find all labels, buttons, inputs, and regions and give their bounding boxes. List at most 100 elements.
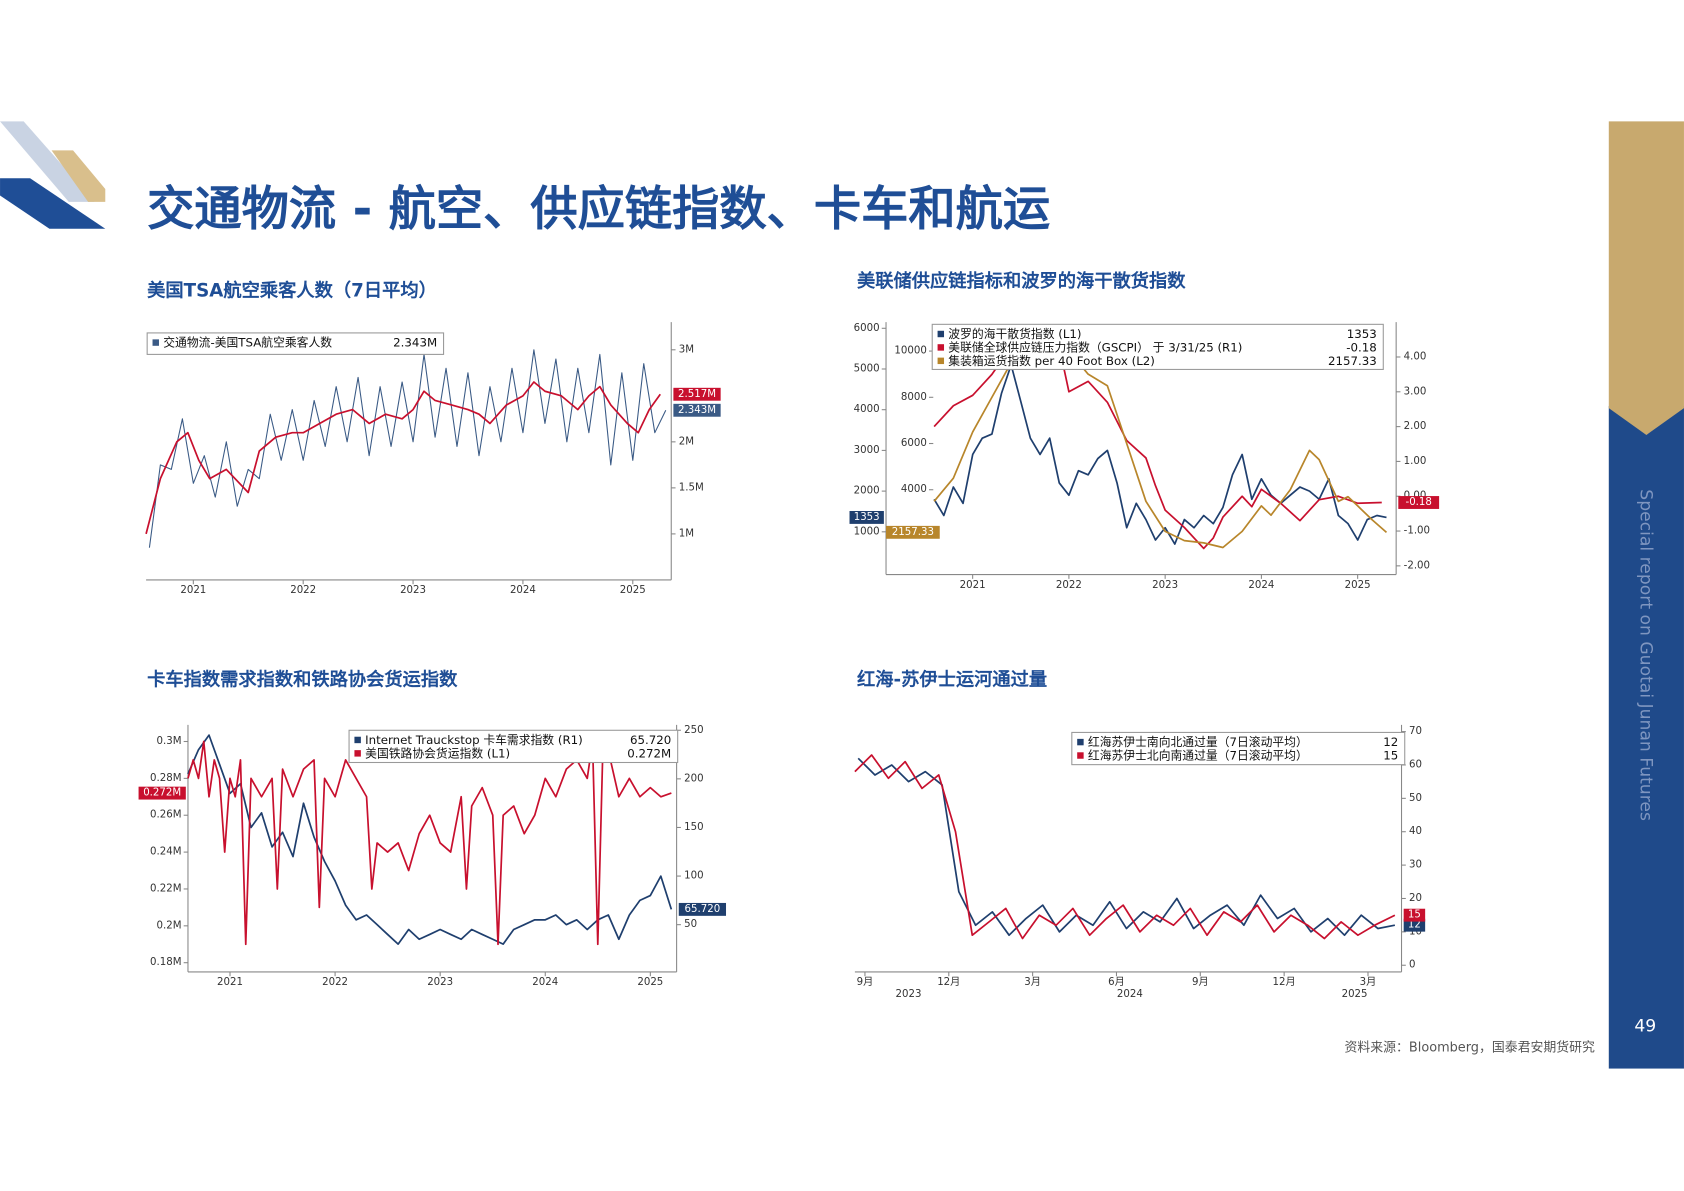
x-tick-label: 12月 xyxy=(937,976,960,988)
x-tick-label: 2025 xyxy=(620,585,646,596)
legend-label: 波罗的海干散货指数 (L1) xyxy=(948,327,1081,341)
source-note: 资料来源：Bloomberg，国泰君安期货研究 xyxy=(1345,1040,1595,1056)
y-tick-label: 2M xyxy=(679,436,694,447)
y-tick-label: 30 xyxy=(1409,860,1422,871)
x-year-label: 2024 xyxy=(1117,989,1143,1000)
value-tag-label: 65.720 xyxy=(685,904,721,915)
x-tick-label: 2021 xyxy=(217,977,243,988)
legend-marker xyxy=(937,330,945,338)
x-tick-label: 2024 xyxy=(510,585,536,596)
x-tick-label: 2021 xyxy=(960,580,986,591)
x-tick-label: 3月 xyxy=(1024,976,1041,988)
corner-stripe xyxy=(51,150,106,202)
y-tick-label: 4.00 xyxy=(1404,351,1427,362)
value-tag-label: 12 xyxy=(1408,920,1421,931)
value-tag-label: 0.272M xyxy=(143,788,181,799)
x-tick-label: 2023 xyxy=(400,585,426,596)
series-line xyxy=(148,349,667,548)
legend-marker xyxy=(354,750,361,757)
legend-value: 1353 xyxy=(1347,327,1377,341)
x-tick-label: 2025 xyxy=(1345,580,1371,591)
y-tick-label: 1.00 xyxy=(1404,456,1427,467)
value-tag xyxy=(1398,496,1440,509)
y-tick-label: 4000 xyxy=(901,484,927,495)
y-tick-label: 100 xyxy=(684,871,703,882)
value-tag xyxy=(849,511,884,524)
legend-marker xyxy=(937,344,945,351)
value-tag-label: -0.18 xyxy=(1406,497,1432,508)
y-tick-label: 10 xyxy=(1409,926,1422,937)
chart-title: 美国TSA航空乘客人数（7日平均） xyxy=(147,280,437,302)
legend-marker xyxy=(1077,738,1084,746)
y-tick-label: 1000 xyxy=(854,526,880,537)
y-tick-label: 3M xyxy=(679,344,694,355)
y-tick-label: 50 xyxy=(1409,793,1422,804)
value-tag-label: 15 xyxy=(1408,910,1421,921)
y-tick-label: 0.2M xyxy=(157,920,182,931)
x-tick-label: 2023 xyxy=(1152,580,1178,591)
legend-value: 2157.33 xyxy=(1328,354,1377,368)
x-tick-label: 2023 xyxy=(427,977,453,988)
value-tag-label: 1353 xyxy=(854,512,880,523)
value-tag-label: 2.343M xyxy=(678,405,716,416)
side-bar-accent xyxy=(1608,121,1684,435)
y-tick-label: 4000 xyxy=(854,404,880,415)
legend-marker xyxy=(354,736,361,744)
x-tick-label: 9月 xyxy=(857,976,874,988)
legend-value: 2.343M xyxy=(393,336,437,350)
y-tick-label: 200 xyxy=(684,773,703,784)
page-number: 49 xyxy=(1634,1017,1656,1037)
legend-box xyxy=(1071,731,1406,766)
x-tick-label: 2025 xyxy=(637,977,663,988)
y-tick-label: 40 xyxy=(1409,826,1422,837)
y-tick-label: -2.00 xyxy=(1404,560,1430,571)
chart-title: 美联储供应链指标和波罗的海干散货指数 xyxy=(857,270,1186,292)
x-tick-label: 12月 xyxy=(1273,976,1296,988)
y-tick-label: 0.26M xyxy=(150,810,181,821)
y-tick-label: 10000 xyxy=(894,346,926,357)
corner-stripe xyxy=(0,178,106,229)
chart-title: 卡车指数需求指数和铁路协会货运指数 xyxy=(147,668,458,690)
legend-label: Internet Trauckstop 卡车需求指数 (R1) xyxy=(365,733,583,747)
x-tick-label: 2021 xyxy=(180,585,206,596)
y-tick-label: 250 xyxy=(684,725,703,736)
x-tick-label: 2022 xyxy=(1056,580,1082,591)
value-tag xyxy=(673,387,721,401)
y-tick-label: 0.18M xyxy=(150,957,181,968)
y-tick-label: 5000 xyxy=(854,363,880,374)
legend-box xyxy=(931,323,1384,370)
x-tick-label: 2024 xyxy=(532,977,558,988)
x-tick-label: 2024 xyxy=(1248,580,1274,591)
value-tag-label: 2.517M xyxy=(678,389,716,400)
legend-box xyxy=(146,332,445,355)
side-text: Special report on Guotai Junan Futures xyxy=(1635,489,1655,821)
legend-label: 美联储全球供应链压力指数（GSCPI） 于 3/31/25 (R1) xyxy=(948,340,1242,354)
side-bar xyxy=(1608,405,1684,1069)
legend-value: -0.18 xyxy=(1346,340,1377,354)
legend-value: 0.272M xyxy=(627,746,671,760)
legend-value: 12 xyxy=(1383,735,1398,749)
y-tick-label: 3000 xyxy=(854,445,880,456)
legend-marker xyxy=(152,339,159,346)
value-tag-label: 2157.33 xyxy=(892,527,934,538)
y-tick-label: 2000 xyxy=(854,486,880,497)
y-tick-label: 6000 xyxy=(854,323,880,334)
value-tag xyxy=(886,525,940,539)
y-tick-label: 0.28M xyxy=(150,773,181,784)
y-tick-label: 70 xyxy=(1409,726,1422,737)
legend-label: 集装箱运货指数 per 40 Foot Box (L2) xyxy=(948,354,1155,368)
y-tick-label: 0.24M xyxy=(150,847,181,858)
y-tick-label: 60 xyxy=(1409,759,1422,770)
series-line xyxy=(187,734,673,945)
chart-title: 红海-苏伊士运河通过量 xyxy=(857,668,1047,690)
y-tick-label: 0.3M xyxy=(157,736,182,747)
x-year-label: 2023 xyxy=(896,989,922,1000)
legend-marker xyxy=(937,357,945,365)
x-tick-label: 6月 xyxy=(1108,976,1125,988)
y-tick-label: 6000 xyxy=(901,438,927,449)
value-tag xyxy=(673,403,721,417)
series-line xyxy=(854,754,1396,940)
y-tick-label: -1.00 xyxy=(1404,526,1430,537)
legend-marker xyxy=(1077,752,1084,759)
